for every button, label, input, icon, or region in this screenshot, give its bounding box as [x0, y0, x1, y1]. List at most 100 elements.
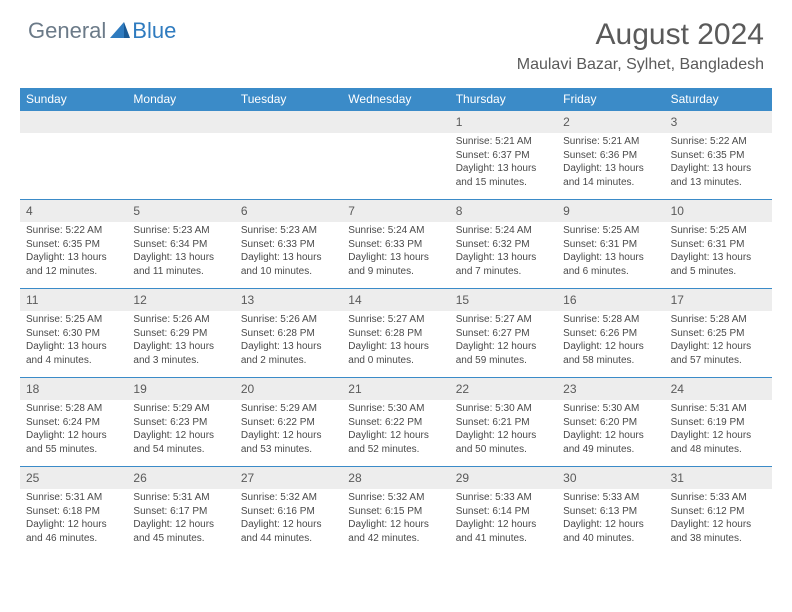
sunset-line: Sunset: 6:13 PM — [563, 505, 658, 519]
sunrise-line: Sunrise: 5:32 AM — [348, 491, 443, 505]
day-cell — [20, 111, 127, 199]
sunrise-line: Sunrise: 5:31 AM — [26, 491, 121, 505]
day-cell: 4Sunrise: 5:22 AMSunset: 6:35 PMDaylight… — [20, 200, 127, 288]
day-details: Sunrise: 5:32 AMSunset: 6:16 PMDaylight:… — [235, 489, 342, 549]
day-number: 24 — [671, 382, 684, 396]
daylight-line: Daylight: 13 hours and 0 minutes. — [348, 340, 443, 367]
day-details: Sunrise: 5:31 AMSunset: 6:18 PMDaylight:… — [20, 489, 127, 549]
sunrise-line: Sunrise: 5:24 AM — [348, 224, 443, 238]
weeks-container: 1Sunrise: 5:21 AMSunset: 6:37 PMDaylight… — [20, 110, 772, 555]
sunset-line: Sunset: 6:12 PM — [671, 505, 766, 519]
day-number: 28 — [348, 471, 361, 485]
daylight-line: Daylight: 12 hours and 48 minutes. — [671, 429, 766, 456]
day-details: Sunrise: 5:31 AMSunset: 6:17 PMDaylight:… — [127, 489, 234, 549]
day-cell: 31Sunrise: 5:33 AMSunset: 6:12 PMDayligh… — [665, 467, 772, 555]
title-block: August 2024 Maulavi Bazar, Sylhet, Bangl… — [517, 18, 764, 74]
sunrise-line: Sunrise: 5:22 AM — [671, 135, 766, 149]
day-number: 12 — [133, 293, 146, 307]
sunrise-line: Sunrise: 5:21 AM — [563, 135, 658, 149]
sunrise-line: Sunrise: 5:23 AM — [133, 224, 228, 238]
day-details: Sunrise: 5:22 AMSunset: 6:35 PMDaylight:… — [665, 133, 772, 193]
daylight-line: Daylight: 13 hours and 13 minutes. — [671, 162, 766, 189]
daylight-line: Daylight: 13 hours and 3 minutes. — [133, 340, 228, 367]
day-details: Sunrise: 5:23 AMSunset: 6:34 PMDaylight:… — [127, 222, 234, 282]
day-number-bar: 10 — [665, 200, 772, 222]
day-details: Sunrise: 5:30 AMSunset: 6:20 PMDaylight:… — [557, 400, 664, 460]
day-number: 29 — [456, 471, 469, 485]
sunrise-line: Sunrise: 5:30 AM — [563, 402, 658, 416]
day-details: Sunrise: 5:24 AMSunset: 6:32 PMDaylight:… — [450, 222, 557, 282]
daylight-line: Daylight: 13 hours and 15 minutes. — [456, 162, 551, 189]
sunset-line: Sunset: 6:25 PM — [671, 327, 766, 341]
sunset-line: Sunset: 6:16 PM — [241, 505, 336, 519]
week-row: 11Sunrise: 5:25 AMSunset: 6:30 PMDayligh… — [20, 288, 772, 377]
weekday-header: Thursday — [450, 88, 557, 110]
sunset-line: Sunset: 6:23 PM — [133, 416, 228, 430]
sunrise-line: Sunrise: 5:27 AM — [456, 313, 551, 327]
day-details: Sunrise: 5:28 AMSunset: 6:26 PMDaylight:… — [557, 311, 664, 371]
day-number-bar-empty — [20, 111, 127, 133]
day-number: 9 — [563, 204, 570, 218]
day-number: 5 — [133, 204, 140, 218]
day-number: 17 — [671, 293, 684, 307]
day-number-bar: 7 — [342, 200, 449, 222]
day-number-bar: 24 — [665, 378, 772, 400]
daylight-line: Daylight: 13 hours and 7 minutes. — [456, 251, 551, 278]
day-details: Sunrise: 5:24 AMSunset: 6:33 PMDaylight:… — [342, 222, 449, 282]
sunrise-line: Sunrise: 5:26 AM — [241, 313, 336, 327]
sunset-line: Sunset: 6:19 PM — [671, 416, 766, 430]
daylight-line: Daylight: 12 hours and 59 minutes. — [456, 340, 551, 367]
location-subtitle: Maulavi Bazar, Sylhet, Bangladesh — [517, 56, 764, 74]
day-number-bar: 9 — [557, 200, 664, 222]
day-details: Sunrise: 5:29 AMSunset: 6:23 PMDaylight:… — [127, 400, 234, 460]
day-cell: 15Sunrise: 5:27 AMSunset: 6:27 PMDayligh… — [450, 289, 557, 377]
day-number: 31 — [671, 471, 684, 485]
sunset-line: Sunset: 6:27 PM — [456, 327, 551, 341]
sunrise-line: Sunrise: 5:24 AM — [456, 224, 551, 238]
sunset-line: Sunset: 6:29 PM — [133, 327, 228, 341]
weekday-header: Saturday — [665, 88, 772, 110]
day-cell: 29Sunrise: 5:33 AMSunset: 6:14 PMDayligh… — [450, 467, 557, 555]
day-details: Sunrise: 5:28 AMSunset: 6:24 PMDaylight:… — [20, 400, 127, 460]
daylight-line: Daylight: 12 hours and 57 minutes. — [671, 340, 766, 367]
daylight-line: Daylight: 13 hours and 10 minutes. — [241, 251, 336, 278]
day-number: 10 — [671, 204, 684, 218]
sunset-line: Sunset: 6:31 PM — [671, 238, 766, 252]
sunrise-line: Sunrise: 5:33 AM — [456, 491, 551, 505]
daylight-line: Daylight: 13 hours and 9 minutes. — [348, 251, 443, 278]
day-number-bar: 1 — [450, 111, 557, 133]
day-number-bar: 28 — [342, 467, 449, 489]
day-number-bar: 12 — [127, 289, 234, 311]
day-details: Sunrise: 5:30 AMSunset: 6:22 PMDaylight:… — [342, 400, 449, 460]
day-number: 1 — [456, 115, 463, 129]
day-number-bar-empty — [127, 111, 234, 133]
day-number: 2 — [563, 115, 570, 129]
sunrise-line: Sunrise: 5:25 AM — [563, 224, 658, 238]
day-cell — [235, 111, 342, 199]
sunset-line: Sunset: 6:28 PM — [348, 327, 443, 341]
day-details: Sunrise: 5:33 AMSunset: 6:13 PMDaylight:… — [557, 489, 664, 549]
day-number-bar: 6 — [235, 200, 342, 222]
day-number-bar: 25 — [20, 467, 127, 489]
day-details: Sunrise: 5:25 AMSunset: 6:31 PMDaylight:… — [665, 222, 772, 282]
sunset-line: Sunset: 6:30 PM — [26, 327, 121, 341]
day-cell: 17Sunrise: 5:28 AMSunset: 6:25 PMDayligh… — [665, 289, 772, 377]
daylight-line: Daylight: 13 hours and 6 minutes. — [563, 251, 658, 278]
day-details: Sunrise: 5:27 AMSunset: 6:28 PMDaylight:… — [342, 311, 449, 371]
day-cell: 25Sunrise: 5:31 AMSunset: 6:18 PMDayligh… — [20, 467, 127, 555]
sunset-line: Sunset: 6:32 PM — [456, 238, 551, 252]
sunrise-line: Sunrise: 5:32 AM — [241, 491, 336, 505]
day-number-bar: 21 — [342, 378, 449, 400]
day-number: 13 — [241, 293, 254, 307]
day-number-bar: 26 — [127, 467, 234, 489]
day-number-bar: 22 — [450, 378, 557, 400]
day-number-bar-empty — [342, 111, 449, 133]
sunrise-line: Sunrise: 5:26 AM — [133, 313, 228, 327]
daylight-line: Daylight: 12 hours and 49 minutes. — [563, 429, 658, 456]
day-number: 8 — [456, 204, 463, 218]
day-cell: 28Sunrise: 5:32 AMSunset: 6:15 PMDayligh… — [342, 467, 449, 555]
day-number: 27 — [241, 471, 254, 485]
day-number-bar: 13 — [235, 289, 342, 311]
day-cell: 12 Sunrise: 5:26 AMSunset: 6:29 PMDayligh… — [127, 289, 234, 377]
logo-text-blue: Blue — [132, 18, 176, 44]
